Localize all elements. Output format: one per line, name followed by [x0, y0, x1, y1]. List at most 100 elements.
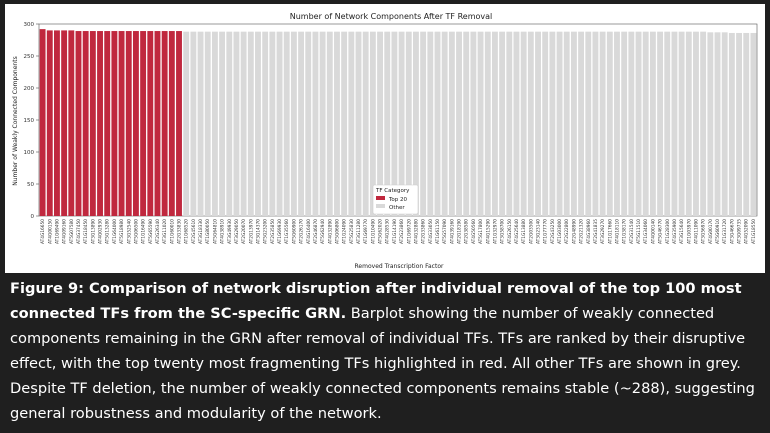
x-tick-label: AT1G80050 — [205, 219, 211, 244]
x-tick-label: AT1G64000 — [112, 219, 118, 244]
bar — [657, 31, 664, 217]
x-tick-label: AT2G21320 — [579, 219, 585, 244]
bar — [348, 31, 355, 217]
y-tick-label: 100 — [24, 150, 35, 156]
bar — [420, 31, 427, 217]
x-tick-label: AT4G16650 — [40, 219, 46, 244]
x-tick-label: AT1G13880 — [521, 219, 527, 244]
x-tick-label: AT4G00140 — [650, 219, 656, 244]
x-tick-label: AT2G48990 — [571, 219, 577, 244]
x-tick-label: AT3G11280 — [356, 219, 362, 244]
x-tick-label: AT1G69490 — [54, 219, 60, 244]
bar — [527, 31, 534, 217]
bar — [671, 31, 678, 217]
x-tick-label: AT3G46670 — [729, 219, 735, 244]
x-tick-label: AT3G15640 — [679, 219, 685, 244]
bar — [456, 31, 462, 217]
bar — [592, 31, 599, 217]
bar — [269, 31, 276, 217]
x-tick-label: AT5G62940 — [320, 219, 326, 244]
bar — [255, 31, 261, 217]
x-tick-label: AT4G35900 — [672, 219, 678, 244]
bar — [61, 30, 68, 217]
x-tick-label: AT3G58700 — [500, 219, 506, 244]
x-tick-label: AT1G61150 — [435, 219, 441, 244]
bar — [132, 31, 139, 217]
x-tick-label: AT4G25640 — [514, 219, 520, 244]
x-tick-label: AT3G52540 — [126, 219, 132, 244]
x-tick-label: AT4G26150 — [507, 219, 513, 244]
bar — [226, 31, 233, 217]
x-tick-label: AT4G15290 — [485, 219, 491, 244]
x-tick-label: AT4G32890 — [327, 219, 333, 244]
bar — [298, 31, 305, 217]
x-tick-label: AT1G34060 — [643, 219, 649, 244]
bar — [312, 31, 319, 217]
bar — [183, 31, 190, 217]
legend-label-other: Other — [389, 205, 405, 211]
x-tick-label: AT1G60010 — [169, 219, 175, 244]
bar — [621, 31, 628, 217]
bar — [413, 31, 419, 217]
x-tick-label: AT4G38960 — [586, 219, 592, 244]
bar — [585, 31, 592, 217]
x-tick-label: AT1G69930 — [277, 219, 283, 244]
x-tick-label: AT5G62020 — [378, 219, 384, 244]
bar — [427, 31, 434, 217]
x-tick-label: AT1G69770 — [363, 219, 369, 244]
bar — [535, 31, 541, 217]
legend: TF Category Top 20 Other — [372, 184, 419, 215]
bar — [118, 31, 125, 217]
bar — [750, 32, 757, 217]
x-tick-label: AT1G10490 — [370, 219, 376, 244]
bar — [736, 32, 742, 217]
x-tick-label: AT2G31540 — [629, 219, 635, 244]
y-tick-label: 200 — [24, 86, 35, 92]
x-tick-label: AT5G17800 — [478, 219, 484, 244]
bar — [283, 31, 290, 217]
legend-swatch-other — [376, 204, 385, 208]
x-tick-label: AT5G65590 — [148, 219, 154, 244]
x-tick-label: AT5G07580 — [69, 219, 75, 244]
bar — [305, 31, 312, 217]
y-tick-label: 0 — [31, 214, 35, 220]
caption-text: Barplot showing the number of weakly con… — [10, 305, 755, 422]
bar — [563, 31, 570, 217]
x-tick-label: AT3G23140 — [536, 219, 542, 244]
bar — [75, 31, 82, 217]
bar — [369, 31, 376, 217]
x-tick-label: AT2G18190 — [457, 219, 463, 244]
bar — [491, 31, 498, 217]
bar — [664, 31, 671, 217]
x-tick-label: AT5G23200 — [263, 219, 269, 244]
bar — [384, 31, 391, 217]
bar — [470, 31, 477, 217]
x-tick-label: AT3G11020 — [162, 219, 168, 244]
x-tick-label: AT3G29270 — [600, 219, 606, 244]
x-tick-label: AT4G37450 — [76, 219, 82, 244]
bar — [448, 31, 455, 217]
bar — [82, 31, 89, 217]
x-tick-label: AT4G16400 — [306, 219, 312, 244]
legend-label-top20: Top 20 — [388, 197, 408, 203]
y-tick-label: 250 — [24, 54, 35, 60]
bar — [111, 31, 118, 217]
bar — [628, 31, 635, 217]
bar — [391, 31, 398, 217]
bar — [190, 31, 197, 217]
x-tick-label: AT1G38170 — [622, 219, 628, 244]
x-tick-label: AT4G18110 — [614, 219, 620, 244]
bar — [319, 31, 326, 217]
figure-caption: Figure 9: Comparison of network disrupti… — [10, 276, 762, 426]
bar — [262, 31, 269, 217]
bar — [97, 31, 103, 217]
bar — [168, 31, 175, 217]
x-tick-label: AT1G32970 — [492, 219, 498, 244]
bar — [204, 31, 211, 217]
bar — [398, 31, 405, 217]
x-tick-label: AT2G43250 — [550, 219, 556, 244]
x-tick-label: AT5G18980 — [119, 219, 125, 244]
bar — [176, 31, 182, 217]
bar — [556, 31, 563, 217]
bar — [219, 31, 226, 217]
